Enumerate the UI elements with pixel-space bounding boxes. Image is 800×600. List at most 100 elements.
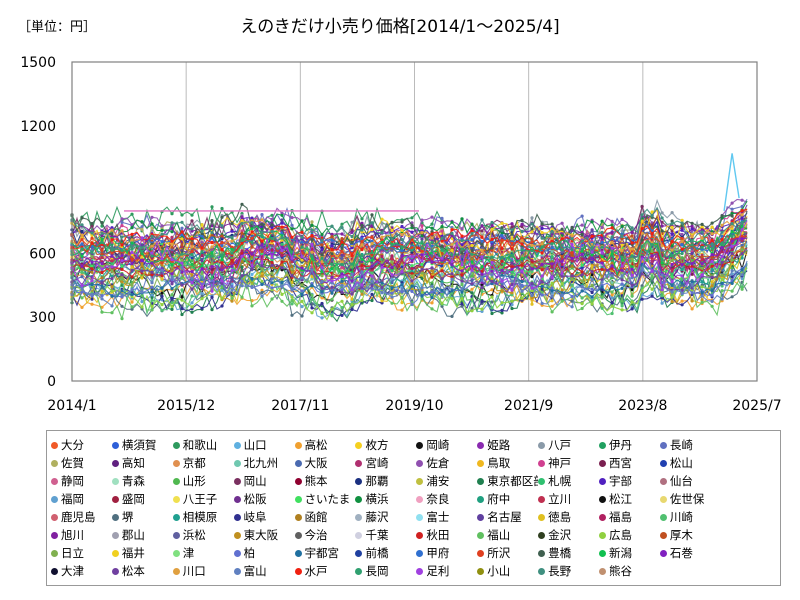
legend-item: 大津 bbox=[51, 562, 112, 580]
series-point bbox=[270, 256, 274, 260]
series-point bbox=[360, 257, 364, 261]
legend-item: 函館 bbox=[294, 508, 356, 526]
series-point bbox=[520, 242, 524, 246]
series-point bbox=[80, 247, 84, 251]
series-point bbox=[340, 279, 344, 283]
series-point bbox=[440, 280, 444, 284]
series-point bbox=[80, 270, 84, 274]
series-point bbox=[250, 304, 254, 308]
legend-label: 厚木 bbox=[669, 528, 693, 542]
series-point bbox=[370, 235, 374, 239]
series-point bbox=[460, 279, 464, 283]
series-point bbox=[240, 241, 244, 245]
series-point bbox=[610, 285, 614, 289]
series-point bbox=[460, 287, 464, 291]
series-point bbox=[280, 253, 284, 257]
series-point bbox=[560, 262, 564, 267]
series-point bbox=[150, 298, 154, 302]
series-point bbox=[170, 263, 174, 267]
legend-item: 松江 bbox=[599, 490, 660, 508]
series-point bbox=[520, 218, 524, 223]
series-point bbox=[270, 239, 274, 243]
series-point bbox=[360, 221, 364, 225]
series-point bbox=[630, 267, 634, 271]
series-point bbox=[710, 238, 714, 242]
series-point bbox=[710, 304, 714, 308]
series-point bbox=[740, 237, 744, 241]
legend-label: 豊橋 bbox=[548, 546, 572, 560]
series-point bbox=[180, 258, 184, 262]
series-point bbox=[390, 273, 394, 277]
series-point bbox=[120, 259, 124, 263]
series-point bbox=[590, 287, 594, 291]
series-point bbox=[180, 213, 184, 217]
legend-marker bbox=[538, 459, 546, 467]
series-point bbox=[410, 248, 414, 252]
legend-label: 佐倉 bbox=[426, 456, 450, 470]
series-point bbox=[190, 305, 194, 309]
series-point bbox=[460, 239, 464, 243]
legend-label: 甲府 bbox=[426, 546, 450, 560]
series-point bbox=[420, 237, 424, 241]
series-point bbox=[210, 289, 214, 293]
series-point bbox=[680, 281, 684, 285]
series-point bbox=[140, 255, 144, 259]
series-point bbox=[120, 273, 124, 277]
series-point bbox=[540, 268, 544, 272]
series-point bbox=[570, 234, 574, 238]
legend-label: 長岡 bbox=[365, 564, 389, 578]
series-point bbox=[180, 288, 184, 292]
series-point bbox=[610, 226, 614, 230]
series-point bbox=[190, 294, 194, 298]
series-point bbox=[690, 272, 694, 276]
legend-label: 鹿児島 bbox=[61, 510, 96, 524]
series-point bbox=[480, 286, 484, 290]
legend-label: 熊本 bbox=[304, 474, 328, 488]
series-point bbox=[110, 274, 114, 278]
legend-marker bbox=[477, 441, 485, 449]
series-point bbox=[170, 230, 174, 234]
legend-marker bbox=[233, 477, 241, 485]
legend-item: 山形 bbox=[172, 472, 234, 490]
series-point bbox=[540, 293, 544, 297]
series-point bbox=[530, 249, 534, 253]
legend-item: 東大阪 bbox=[233, 526, 295, 544]
series-point bbox=[740, 256, 744, 260]
series-point bbox=[660, 224, 664, 228]
series-point bbox=[740, 234, 744, 238]
series-point bbox=[730, 224, 734, 229]
series-point bbox=[160, 286, 164, 290]
series-point bbox=[470, 232, 474, 236]
series-point bbox=[500, 259, 504, 263]
series-point bbox=[390, 291, 394, 295]
legend-label: 水戸 bbox=[304, 564, 328, 578]
series-point bbox=[480, 276, 484, 280]
series-point bbox=[510, 228, 514, 232]
series-point bbox=[300, 299, 304, 303]
legend-item: 水戸 bbox=[294, 562, 356, 580]
series-point bbox=[100, 270, 104, 275]
series-point bbox=[220, 258, 224, 262]
series-point bbox=[480, 239, 484, 243]
y-tick-label: 300 bbox=[29, 310, 56, 326]
series-point bbox=[270, 213, 274, 217]
legend-marker bbox=[538, 477, 546, 485]
series-point bbox=[740, 243, 744, 248]
series-point bbox=[220, 268, 224, 272]
series-point bbox=[470, 222, 474, 226]
legend-label: 秋田 bbox=[426, 528, 450, 542]
series-point bbox=[480, 218, 484, 222]
series-point bbox=[330, 258, 334, 262]
series-point bbox=[400, 308, 404, 312]
series-point bbox=[310, 228, 314, 232]
series-point bbox=[150, 226, 154, 230]
series-point bbox=[540, 301, 544, 305]
legend-label: 長野 bbox=[548, 564, 572, 578]
series-point bbox=[580, 289, 584, 293]
legend-marker bbox=[233, 567, 241, 575]
series-point bbox=[150, 254, 154, 258]
series-point bbox=[150, 234, 154, 238]
legend-label: 八王子 bbox=[182, 492, 218, 506]
series-point bbox=[480, 224, 484, 228]
series-point bbox=[560, 259, 564, 263]
